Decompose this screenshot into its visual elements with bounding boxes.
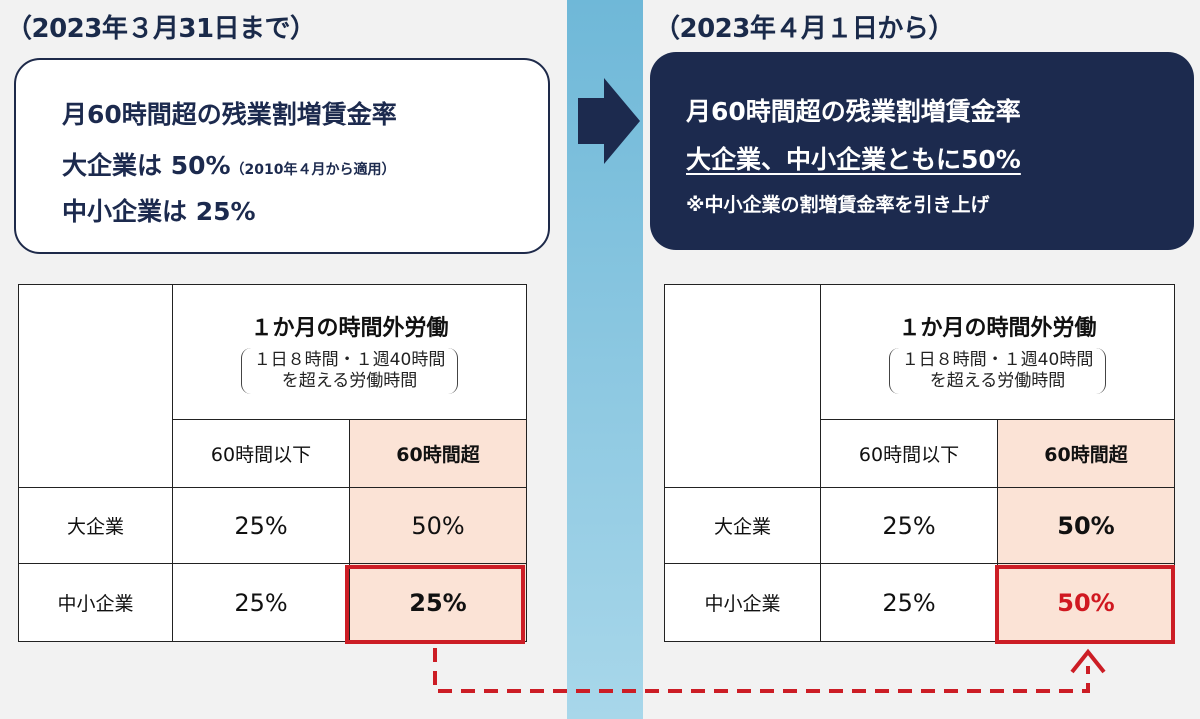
table-corner-cell xyxy=(664,284,821,488)
before-rate-table: １か月の時間外労働 １日８時間・１週40時間 を超える労働時間 60時間以下 6… xyxy=(18,284,528,642)
table-header-title: １か月の時間外労働 xyxy=(898,315,1097,341)
table-header-bracket: １日８時間・１週40時間 を超える労働時間 xyxy=(240,347,459,395)
before-summary-box xyxy=(14,58,550,254)
cell-sme-60-or-less: 25% xyxy=(820,563,998,642)
table-header-sub1: １日８時間・１週40時間 xyxy=(253,349,446,370)
cell-large-60-or-less: 25% xyxy=(172,487,350,564)
after-summary-line3: ※中小企業の割増賃金率を引き上げ xyxy=(686,194,990,216)
after-summary-line2: 大企業、中小企業ともに50% xyxy=(686,145,1021,174)
table-header-cell: １か月の時間外労働 １日８時間・１週40時間 を超える労働時間 xyxy=(819,284,1176,420)
table-header-bracket: １日８時間・１週40時間 を超える労働時間 xyxy=(888,347,1107,395)
row-label-large: 大企業 xyxy=(18,487,173,564)
after-period-title: （2023年４月１日から） xyxy=(654,14,954,44)
col-header-over-60: 60時間超 xyxy=(348,419,528,488)
col-header-60-or-less: 60時間以下 xyxy=(172,419,350,488)
table-header-sub2: を超える労働時間 xyxy=(929,371,1066,391)
before-summary-line2-main: 大企業は 50% xyxy=(62,151,231,180)
after-summary-line1: 月60時間超の残業割増賃金率 xyxy=(686,97,1021,126)
cell-large-over-60: 50% xyxy=(996,487,1176,564)
before-summary-line1: 月60時間超の残業割増賃金率 xyxy=(62,100,397,129)
cell-large-over-60: 50% xyxy=(348,487,528,564)
cell-sme-60-or-less: 25% xyxy=(172,563,350,642)
table-header-cell: １か月の時間外労働 １日８時間・１週40時間 を超える労働時間 xyxy=(171,284,528,420)
before-summary-line2: 大企業は 50%（2010年４月から適用） xyxy=(62,146,396,182)
row-label-large: 大企業 xyxy=(664,487,821,564)
row-label-sme: 中小企業 xyxy=(18,563,173,642)
table-header-title: １か月の時間外労働 xyxy=(250,315,449,341)
before-summary-line3: 中小企業は 25% xyxy=(62,197,256,226)
before-summary-line2-note: （2010年４月から適用） xyxy=(230,162,396,178)
right-arrow-icon xyxy=(578,78,640,164)
row-label-sme: 中小企業 xyxy=(664,563,821,642)
before-period-title: （2023年３月31日まで） xyxy=(6,14,316,44)
after-rate-table: １か月の時間外労働 １日８時間・１週40時間 を超える労働時間 60時間以下 6… xyxy=(664,284,1176,642)
col-header-60-or-less: 60時間以下 xyxy=(820,419,998,488)
cell-large-60-or-less: 25% xyxy=(820,487,998,564)
table-header-sub2: を超える労働時間 xyxy=(281,371,418,391)
table-header-sub1: １日８時間・１週40時間 xyxy=(901,349,1094,370)
table-corner-cell xyxy=(18,284,173,488)
after-summary-box xyxy=(650,52,1194,250)
col-header-over-60: 60時間超 xyxy=(996,419,1176,488)
cell-sme-over-60: 50% xyxy=(996,563,1176,642)
cell-sme-over-60: 25% xyxy=(348,563,528,642)
